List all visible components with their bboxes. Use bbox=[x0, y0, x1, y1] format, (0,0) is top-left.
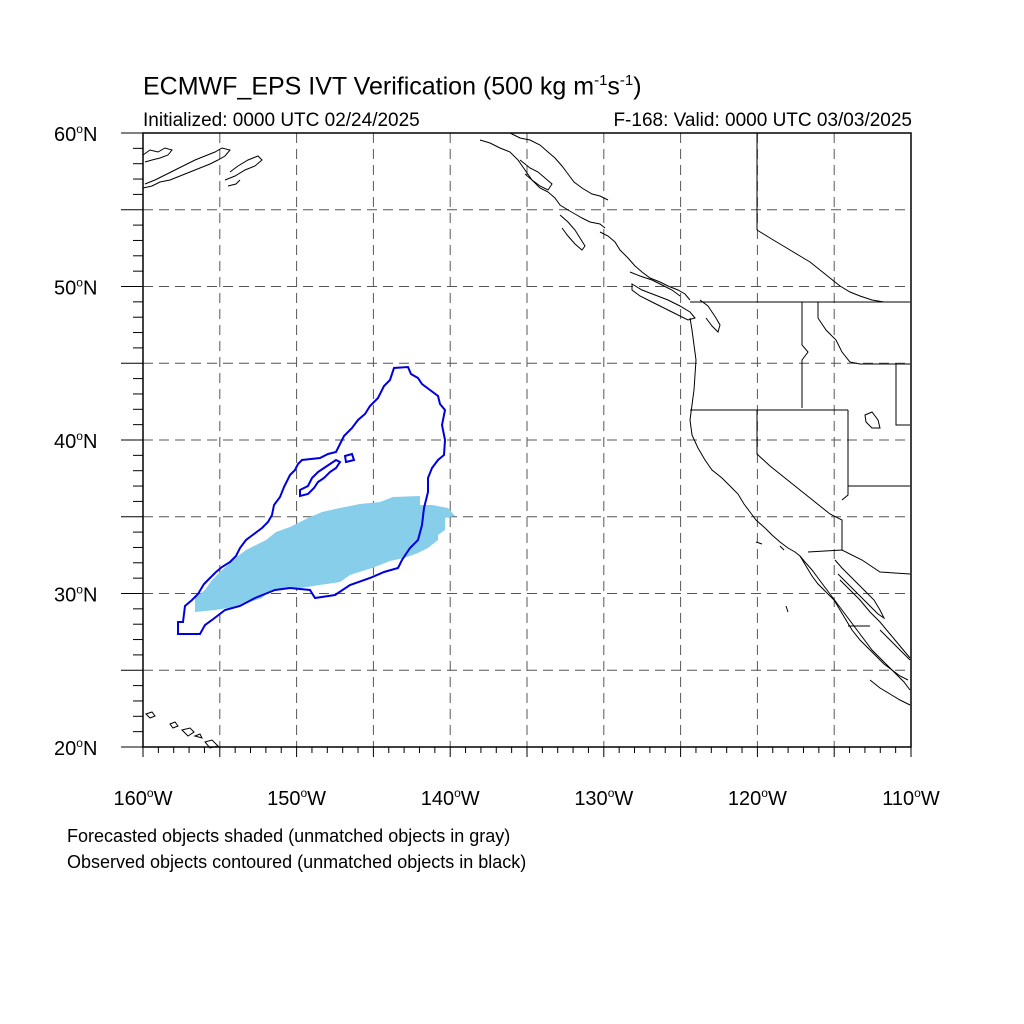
lon-tick-label: 150oW bbox=[267, 786, 326, 810]
chart-title: ECMWF_EPS IVT Verification (500 kg m-1s-… bbox=[143, 72, 642, 101]
observed-object-fragment bbox=[343, 452, 356, 464]
valid-time-label: F-168: Valid: 0000 UTC 03/03/2025 bbox=[613, 110, 912, 131]
observed-legend-note: Observed objects contoured (unmatched ob… bbox=[67, 852, 527, 872]
lon-tick-label: 140oW bbox=[421, 786, 480, 810]
lon-tick-label: 130oW bbox=[574, 786, 633, 810]
political-borders bbox=[690, 133, 911, 627]
lat-tick-label: 60oN bbox=[54, 122, 97, 146]
lon-tick-label: 160oW bbox=[114, 786, 173, 810]
lat-tick-label: 20oN bbox=[54, 736, 97, 760]
lat-tick-label: 40oN bbox=[54, 429, 97, 453]
latitude-labels: 60oN 50oN 40oN 30oN 20oN bbox=[54, 122, 97, 760]
axis-ticks bbox=[121, 132, 912, 757]
observed-object-contour bbox=[177, 365, 447, 635]
lon-tick-label: 110oW bbox=[882, 786, 940, 810]
forecast-object bbox=[195, 496, 455, 612]
initialized-label: Initialized: 0000 UTC 02/24/2025 bbox=[143, 110, 420, 131]
longitude-labels: 160oW 150oW 140oW 130oW 120oW 110oW bbox=[114, 786, 940, 810]
lat-tick-label: 50oN bbox=[54, 276, 97, 300]
lat-lon-grid bbox=[143, 133, 911, 747]
lat-tick-label: 30oN bbox=[54, 583, 97, 607]
forecast-legend-note: Forecasted objects shaded (unmatched obj… bbox=[67, 826, 511, 846]
lon-tick-label: 120oW bbox=[728, 786, 787, 810]
observed-object-inner-contour bbox=[299, 458, 342, 498]
map-frame bbox=[142, 132, 912, 748]
coastlines bbox=[142, 132, 911, 749]
